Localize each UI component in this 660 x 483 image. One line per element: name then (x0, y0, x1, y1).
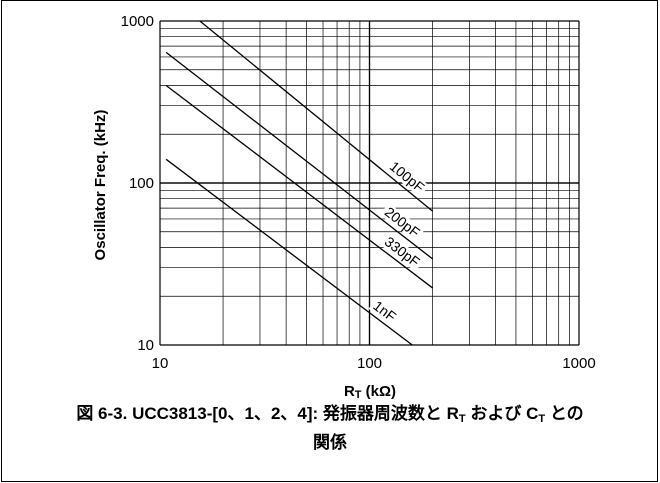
series-label-bg (379, 202, 425, 243)
y-tick-label: 100 (129, 175, 154, 192)
y-tick-label: 1000 (121, 13, 154, 30)
series-label-bg (384, 157, 430, 198)
caption-line-1: 図 6-3. UCC3813-[0、1、2、4]: 発振器周波数と RT および… (76, 404, 584, 425)
series-label-bg (368, 296, 401, 327)
series-line-100pF (199, 20, 433, 212)
series-line-1nF (165, 158, 413, 346)
x-tick-label: 100 (357, 355, 382, 372)
tick-labels: 10 100 1000 10 100 1000 (121, 13, 596, 372)
series-lines (165, 20, 433, 346)
y-tick-label: 10 (137, 337, 154, 354)
series-line-330pF (165, 84, 433, 289)
grid-major (159, 20, 580, 346)
x-tick-label: 10 (152, 355, 169, 372)
y-axis-label: Oscillator Freq. (kHz) (92, 110, 109, 261)
x-tick-label: 1000 (562, 355, 595, 372)
x-axis-label: RT (kΩ) (344, 383, 396, 400)
series-line-200pF (165, 51, 433, 260)
caption-line-2: 関係 (313, 433, 347, 452)
series-label-bg (379, 232, 425, 272)
figure-caption: 図 6-3. UCC3813-[0、1、2、4]: 発振器周波数と RT および… (0, 402, 660, 455)
